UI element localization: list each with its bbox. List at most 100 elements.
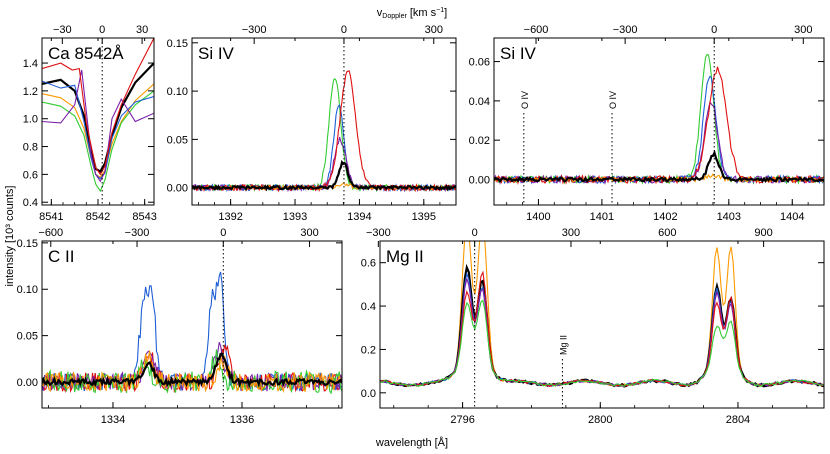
series-group (192, 70, 456, 193)
series-line-2 (494, 75, 824, 185)
series-group (380, 241, 824, 388)
top-velocity-label: 0 (341, 24, 347, 36)
panel-title: Mg II (386, 247, 424, 266)
top-velocity-label: −600 (38, 227, 63, 239)
series-line-5 (42, 69, 154, 183)
x-tick-label: 1336 (230, 414, 254, 426)
series-line-4 (494, 66, 824, 186)
y-tick-label: 0.05 (17, 331, 38, 343)
panel-title: C II (48, 247, 74, 266)
series-line-2 (42, 83, 154, 178)
y-tick-label: 0.00 (167, 183, 188, 195)
x-tick-label: 1402 (653, 211, 677, 223)
x-tick-label: 1400 (526, 211, 550, 223)
panel-3: O IV O IV 1400 1401 1402 1403 1404 0.00 0.02 0.04… (469, 24, 825, 223)
series-line-3 (380, 271, 824, 387)
series-line-2 (380, 263, 824, 388)
y-tick-label: 0.06 (469, 57, 490, 69)
series-line-1 (494, 53, 824, 185)
series-line-4 (42, 80, 154, 180)
top-velocity-label: 600 (658, 227, 676, 239)
y-tick-label: 1.0 (23, 114, 38, 126)
y-tick-label: 0.4 (361, 301, 376, 313)
y-tick-label: 0.10 (17, 284, 38, 296)
panel-title: Si IV (198, 44, 235, 63)
panel-title: Si IV (500, 44, 537, 63)
y-tick-label: 0.10 (167, 86, 188, 98)
y-tick-label: 0.02 (469, 135, 490, 147)
plot-frame (41, 37, 155, 206)
series-line-1 (192, 77, 456, 193)
y-tick-label: 1.4 (23, 58, 38, 70)
top-velocity-label: 900 (754, 227, 772, 239)
top-velocity-label: −300 (242, 24, 267, 36)
series-line-5 (42, 350, 342, 394)
y-tick-label: 0.2 (361, 344, 376, 356)
panel-5: Mg II 2796 2800 2804 0.0 0.2 0.4 0.6 −300 0 300 600… (361, 227, 825, 426)
panel-1: 8541 8542 8543 0.4 0.6 0.8 1.0 1.2 1.4 −30 0 30 Ca 8… (23, 24, 157, 223)
panel-title: Ca 8542Å (48, 44, 124, 63)
series-line-6 (494, 149, 824, 184)
x-tick-label: 1393 (283, 211, 307, 223)
series-line-5 (380, 270, 824, 388)
series-group (42, 271, 342, 395)
series-line-6 (42, 38, 154, 176)
x-tick-label: 1404 (780, 211, 804, 223)
y-tick-label: 0.0 (361, 388, 376, 400)
panel-2: 1392 1393 1394 1395 0.00 0.05 0.10 0.15 −300 0 300… (167, 24, 457, 223)
top-velocity-label: 300 (794, 24, 812, 36)
top-velocity-label: 0 (99, 24, 105, 36)
plot-frame (191, 37, 457, 206)
x-tick-label: 2796 (450, 414, 474, 426)
x-tick-label: 8543 (132, 211, 156, 223)
x-tick-label: 1395 (412, 211, 436, 223)
plot-frame (493, 37, 825, 206)
panel-4: 1334 1336 0.00 0.05 0.10 0.15−600 −300 0 300 C II (17, 227, 343, 426)
annotation-label-1: Mg II (558, 335, 568, 355)
x-tick-label: 2800 (588, 414, 612, 426)
x-axis-label: wavelength [Å] (375, 436, 448, 449)
series-line-2 (192, 104, 456, 193)
x-tick-label: 1394 (347, 211, 371, 223)
top-velocity-label: 300 (300, 227, 318, 239)
top-velocity-label: 0 (472, 227, 478, 239)
y-tick-label: 0.00 (17, 377, 38, 389)
series-group (494, 53, 824, 186)
series-line-6 (42, 352, 342, 389)
plot-frame (379, 240, 825, 409)
top-velocity-label: −30 (53, 24, 72, 36)
top-axis-label: vDoppler [km s−1] (377, 7, 447, 20)
top-velocity-label: −300 (125, 227, 150, 239)
series-line-3 (494, 100, 824, 185)
series-line-6 (192, 159, 456, 192)
top-velocity-label: −600 (524, 24, 549, 36)
top-velocity-label: 30 (136, 24, 148, 36)
series-line-4 (380, 278, 824, 387)
y-tick-label: 0.00 (469, 174, 490, 186)
x-tick-label: 1401 (590, 211, 614, 223)
y-tick-label: 0.05 (167, 134, 188, 146)
x-tick-label: 1334 (101, 414, 125, 426)
x-tick-label: 8542 (86, 211, 110, 223)
top-velocity-label: −300 (366, 227, 391, 239)
y-tick-label: 1.2 (23, 86, 38, 98)
y-tick-label: 0.04 (469, 96, 490, 108)
series-line-3 (192, 136, 456, 193)
x-tick-label: 8541 (39, 211, 63, 223)
series-line-6 (380, 299, 824, 388)
series-line-4 (192, 70, 456, 193)
y-tick-label: 0.4 (23, 197, 38, 209)
x-tick-label: 2804 (726, 414, 750, 426)
annotation-label-1: O IV (520, 91, 530, 109)
y-tick-label: 0.6 (361, 258, 376, 270)
series-line-3 (42, 90, 154, 193)
series-line-1 (380, 241, 824, 388)
y-axis-label: intensity [10³ counts] (4, 186, 16, 287)
top-velocity-label: 300 (562, 227, 580, 239)
y-tick-label: 0.15 (17, 238, 38, 250)
y-tick-label: 0.8 (23, 142, 38, 154)
x-tick-label: 1403 (717, 211, 741, 223)
top-velocity-label: 0 (220, 227, 226, 239)
